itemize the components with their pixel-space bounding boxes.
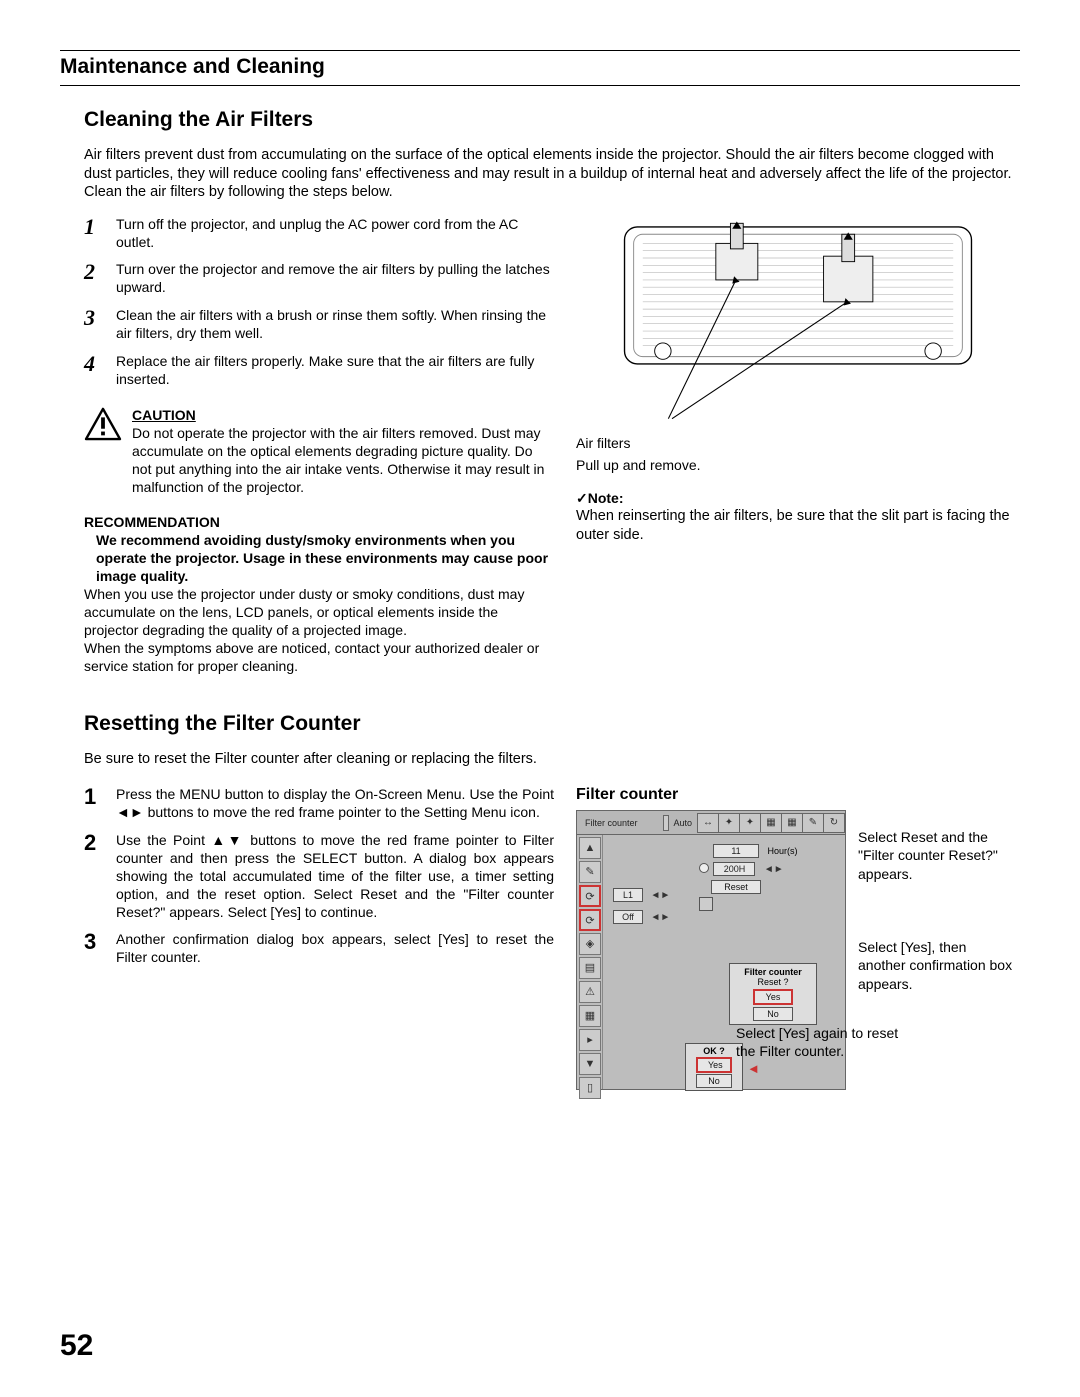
osd-sidebar-up-icon: ▲ — [579, 837, 601, 859]
projector-diagram — [576, 216, 1020, 426]
osd-header-label: Filter counter — [577, 818, 663, 828]
step-text: Clean the air filters with a brush or ri… — [116, 307, 554, 343]
hours-value: 11 — [713, 844, 759, 858]
osd-sidebar-icon: ⟳ — [579, 909, 601, 931]
caution-title: CAUTION — [132, 407, 196, 423]
dialog1-no: No — [753, 1007, 793, 1021]
dialog1-title: Filter counter — [730, 967, 816, 977]
osd-top-icons: ↔ ✦ ✦ ▦ ▦ ✎ ↻ — [698, 813, 845, 833]
step-text: Turn over the projector and remove the a… — [116, 261, 554, 297]
osd-sidebar: ▲ ✎ ⟳ ⟳ ◈ ▤ ⚠ ▦ ▸ ▼ ▯ — [577, 835, 603, 1089]
step-number: 1 — [84, 216, 104, 252]
osd-top-icon: ✦ — [718, 813, 740, 833]
section2-intro: Be sure to reset the Filter counter afte… — [84, 750, 1020, 769]
section2-title: Resetting the Filter Counter — [84, 712, 1020, 736]
clock-icon — [699, 863, 709, 873]
osd-sidebar-icon: ⟳ — [579, 885, 601, 907]
osd-sidebar-icon: ✎ — [579, 861, 601, 883]
osd-top-icon: ↻ — [823, 813, 845, 833]
caution-block: CAUTION Do not operate the projector wit… — [84, 407, 554, 497]
osd-top-icon: ✎ — [802, 813, 824, 833]
osd-top-icon: ▦ — [760, 813, 782, 833]
off-value: Off — [613, 910, 643, 924]
osd-top-icon: ▦ — [781, 813, 803, 833]
step-text: Turn off the projector, and unplug the A… — [116, 216, 554, 252]
header-title: Maintenance and Cleaning — [60, 55, 1020, 79]
osd-top-icon: ✦ — [739, 813, 761, 833]
pointer-arrow-icon: ◄ — [747, 1061, 760, 1076]
osd-sidebar-icon: ▦ — [579, 1005, 601, 1027]
osd-sidebar-icon: ▯ — [579, 1077, 601, 1099]
recommendation-bold: We recommend avoiding dusty/smoky enviro… — [96, 532, 554, 586]
section1-intro: Air filters prevent dust from accumulati… — [84, 146, 1020, 202]
hours-label: Hour(s) — [767, 846, 797, 856]
osd-sidebar-down-icon: ▼ — [579, 1053, 601, 1075]
warning-icon — [84, 407, 122, 497]
step-row: 1 Turn off the projector, and unplug the… — [84, 216, 554, 252]
figure-caption: Air filters — [576, 435, 1020, 453]
dialog1-yes: Yes — [753, 989, 793, 1005]
step-row: 2 Use the Point ▲▼ buttons to move the r… — [84, 832, 554, 922]
step-text: Replace the air filters properly. Make s… — [116, 353, 554, 389]
dialog1-sub: Reset ? — [730, 977, 816, 987]
osd-header-icon — [663, 815, 669, 831]
step-row: 2 Turn over the projector and remove the… — [84, 261, 554, 297]
page-number: 52 — [60, 1329, 93, 1363]
filter-counter-heading: Filter counter — [576, 786, 1020, 804]
arrows-icon: ◄► — [650, 912, 670, 923]
osd-screenshot: Filter counter Auto ↔ ✦ ✦ ▦ ▦ ✎ ↻ ▲ — [576, 810, 1016, 1110]
recommendation-text: When the symptoms above are noticed, con… — [84, 640, 554, 676]
step-text: Press the MENU button to display the On-… — [116, 786, 554, 822]
dialog2-title: OK ? — [686, 1046, 742, 1056]
recommendation-block: RECOMMENDATION We recommend avoiding dus… — [84, 514, 554, 675]
osd-auto-label: Auto — [673, 818, 692, 828]
recommendation-title: RECOMMENDATION — [84, 514, 554, 532]
section1-title: Cleaning the Air Filters — [84, 108, 1020, 132]
step-row: 3 Another confirmation dialog box appear… — [84, 931, 554, 967]
step-row: 3 Clean the air filters with a brush or … — [84, 307, 554, 343]
timer-value: 200H — [713, 862, 755, 876]
step-number: 1 — [84, 786, 104, 822]
osd-sidebar-icon: ▤ — [579, 957, 601, 979]
step-number: 3 — [84, 931, 104, 967]
l1-value: L1 — [613, 888, 643, 902]
step-number: 3 — [84, 307, 104, 343]
osd-top-icon: ↔ — [697, 813, 719, 833]
caution-text: Do not operate the projector with the ai… — [132, 425, 544, 495]
note-title: ✓Note: — [576, 490, 1020, 507]
return-icon — [699, 897, 713, 911]
osd-sidebar-icon: ⚠ — [579, 981, 601, 1003]
step-number: 2 — [84, 261, 104, 297]
osd-sidebar-icon: ◈ — [579, 933, 601, 955]
step-number: 4 — [84, 353, 104, 389]
step-text: Use the Point ▲▼ buttons to move the red… — [116, 832, 554, 922]
annotation-text: Select [Yes] again to reset the Filter c… — [736, 1024, 906, 1060]
step-number: 2 — [84, 832, 104, 922]
recommendation-text: When you use the projector under dusty o… — [84, 586, 554, 640]
step-text: Another confirmation dialog box appears,… — [116, 931, 554, 967]
section-header: Maintenance and Cleaning — [60, 51, 1020, 86]
arrows-icon: ◄► — [764, 864, 784, 875]
reset-button: Reset — [711, 880, 761, 894]
annotation-text: Select Reset and the "Filter counter Res… — [858, 828, 1013, 883]
dialog2-yes: Yes — [696, 1057, 732, 1073]
step-row: 4 Replace the air filters properly. Make… — [84, 353, 554, 389]
figure-caption: Pull up and remove. — [576, 457, 1020, 475]
dialog2-no: No — [696, 1074, 732, 1088]
step-row: 1 Press the MENU button to display the O… — [84, 786, 554, 822]
arrows-icon: ◄► — [650, 890, 670, 901]
osd-sidebar-icon: ▸ — [579, 1029, 601, 1051]
annotation-text: Select [Yes], then another confirmation … — [858, 938, 1013, 993]
note-text: When reinserting the air filters, be sur… — [576, 507, 1020, 545]
